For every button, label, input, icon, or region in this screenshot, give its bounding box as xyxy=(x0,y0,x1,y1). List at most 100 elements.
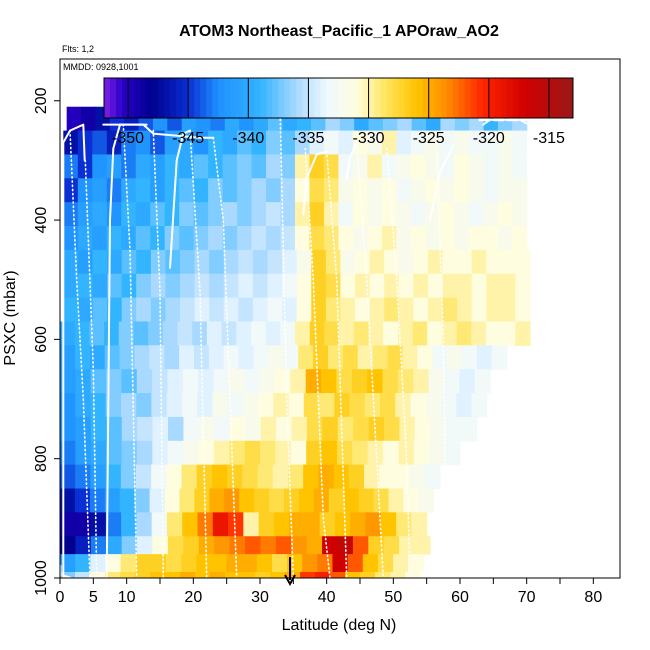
heatmap-cell xyxy=(136,512,152,536)
heatmap-cell xyxy=(243,512,259,536)
heatmap-cell xyxy=(456,393,472,417)
heatmap-cell xyxy=(78,202,93,226)
heatmap-cell xyxy=(289,512,305,536)
heatmap-cell xyxy=(486,274,501,298)
heatmap-cell xyxy=(274,512,290,536)
heatmap-cell xyxy=(194,489,210,513)
heatmap-cell xyxy=(300,572,316,586)
heatmap-cell xyxy=(396,178,411,202)
heatmap-cell xyxy=(276,417,292,441)
heatmap-cell xyxy=(92,154,107,178)
heatmap-cell xyxy=(275,441,291,465)
heatmap-cell xyxy=(60,321,75,345)
heatmap-cell xyxy=(454,178,469,202)
heatmap-cell xyxy=(382,226,397,250)
heatmap-cell xyxy=(151,393,167,417)
heatmap-cell xyxy=(268,345,283,369)
heatmap-cell xyxy=(75,345,90,369)
x-tick-label: 10 xyxy=(118,589,136,606)
heatmap-cell xyxy=(498,154,513,178)
heatmap-cell xyxy=(229,369,245,393)
heatmap-cell xyxy=(251,321,266,345)
colorbar-cell xyxy=(278,78,285,118)
heatmap-cell xyxy=(457,298,472,322)
colorbar-cell xyxy=(489,78,496,118)
heatmap-cell xyxy=(297,298,312,322)
colorbar-cell xyxy=(152,78,159,118)
heatmap-cell xyxy=(384,298,399,322)
heatmap-cell xyxy=(432,345,447,369)
heatmap-cell xyxy=(353,178,368,202)
heatmap-cell xyxy=(93,298,108,322)
heatmap-cell xyxy=(252,202,267,226)
heatmap-cell xyxy=(483,178,498,202)
heatmap-cell xyxy=(381,512,397,536)
heatmap-cell xyxy=(122,417,138,441)
heatmap-cell xyxy=(237,202,252,226)
heatmap-cell xyxy=(150,226,165,250)
heatmap-cell xyxy=(440,178,455,202)
heatmap-cell xyxy=(338,154,353,178)
heatmap-cell xyxy=(183,536,199,555)
heatmap-cell xyxy=(120,345,135,369)
heatmap-cell xyxy=(396,154,411,178)
heatmap-cell xyxy=(410,393,426,417)
heatmap-cell xyxy=(512,154,527,178)
heatmap-cell xyxy=(304,393,320,417)
heatmap-cell xyxy=(290,369,306,393)
flights-label: Flts: 1,2 xyxy=(62,44,94,54)
heatmap-cell xyxy=(269,489,285,513)
heatmap-cell xyxy=(469,178,484,202)
heatmap-cell xyxy=(425,226,440,250)
heatmap-cell xyxy=(399,536,415,555)
heatmap-cell xyxy=(179,154,194,178)
heatmap-cell xyxy=(136,554,152,573)
heatmap-cell xyxy=(367,226,382,250)
heatmap-cell xyxy=(78,131,93,155)
heatmap-cell xyxy=(472,298,487,322)
heatmap-cell xyxy=(353,536,369,555)
colorbar-tick-label: -340 xyxy=(232,130,264,147)
heatmap-cell xyxy=(243,393,259,417)
heatmap-cell xyxy=(183,441,199,465)
heatmap-cell xyxy=(498,226,513,250)
x-axis: 0 5 10 20 30 40 50 60 70 80 xyxy=(56,578,603,606)
heatmap-cell xyxy=(454,226,469,250)
colorbar-cell xyxy=(236,78,243,118)
heatmap-cell xyxy=(254,345,269,369)
heatmap-cell xyxy=(363,554,379,573)
heatmap-cell xyxy=(134,345,149,369)
heatmap-cell xyxy=(179,345,194,369)
heatmap-cell xyxy=(179,489,195,513)
colorbar-cell xyxy=(116,78,123,118)
colorbar-cell xyxy=(399,78,406,118)
heatmap-cell xyxy=(309,202,324,226)
heatmap-cell xyxy=(306,441,322,465)
heatmap-cell xyxy=(283,345,298,369)
heatmap-cell xyxy=(297,274,312,298)
heatmap-cell xyxy=(92,131,107,155)
heatmap-cell xyxy=(297,250,312,274)
colorbar-cell xyxy=(224,78,231,118)
heatmap-cell xyxy=(352,441,368,465)
heatmap-cell xyxy=(91,417,107,441)
heatmap-cell xyxy=(304,512,320,536)
heatmap-cell xyxy=(291,441,307,465)
heatmap-cell xyxy=(122,298,137,322)
heatmap-cell xyxy=(338,226,353,250)
heatmap-cell xyxy=(237,154,252,178)
heatmap-cell xyxy=(239,345,254,369)
heatmap-cell xyxy=(107,154,122,178)
x-tick-label: 50 xyxy=(384,589,402,606)
heatmap-cell xyxy=(92,202,107,226)
heatmap-cell xyxy=(242,465,258,489)
heatmap-cell xyxy=(310,321,325,345)
heatmap-cell xyxy=(353,226,368,250)
heatmap-cell xyxy=(415,536,431,555)
heatmap-cell xyxy=(319,393,335,417)
heatmap-cell xyxy=(78,298,93,322)
heatmap-cell xyxy=(428,298,443,322)
heatmap-cell xyxy=(210,572,226,586)
colorbar-cell xyxy=(230,78,237,118)
heatmap-cell xyxy=(63,178,78,202)
